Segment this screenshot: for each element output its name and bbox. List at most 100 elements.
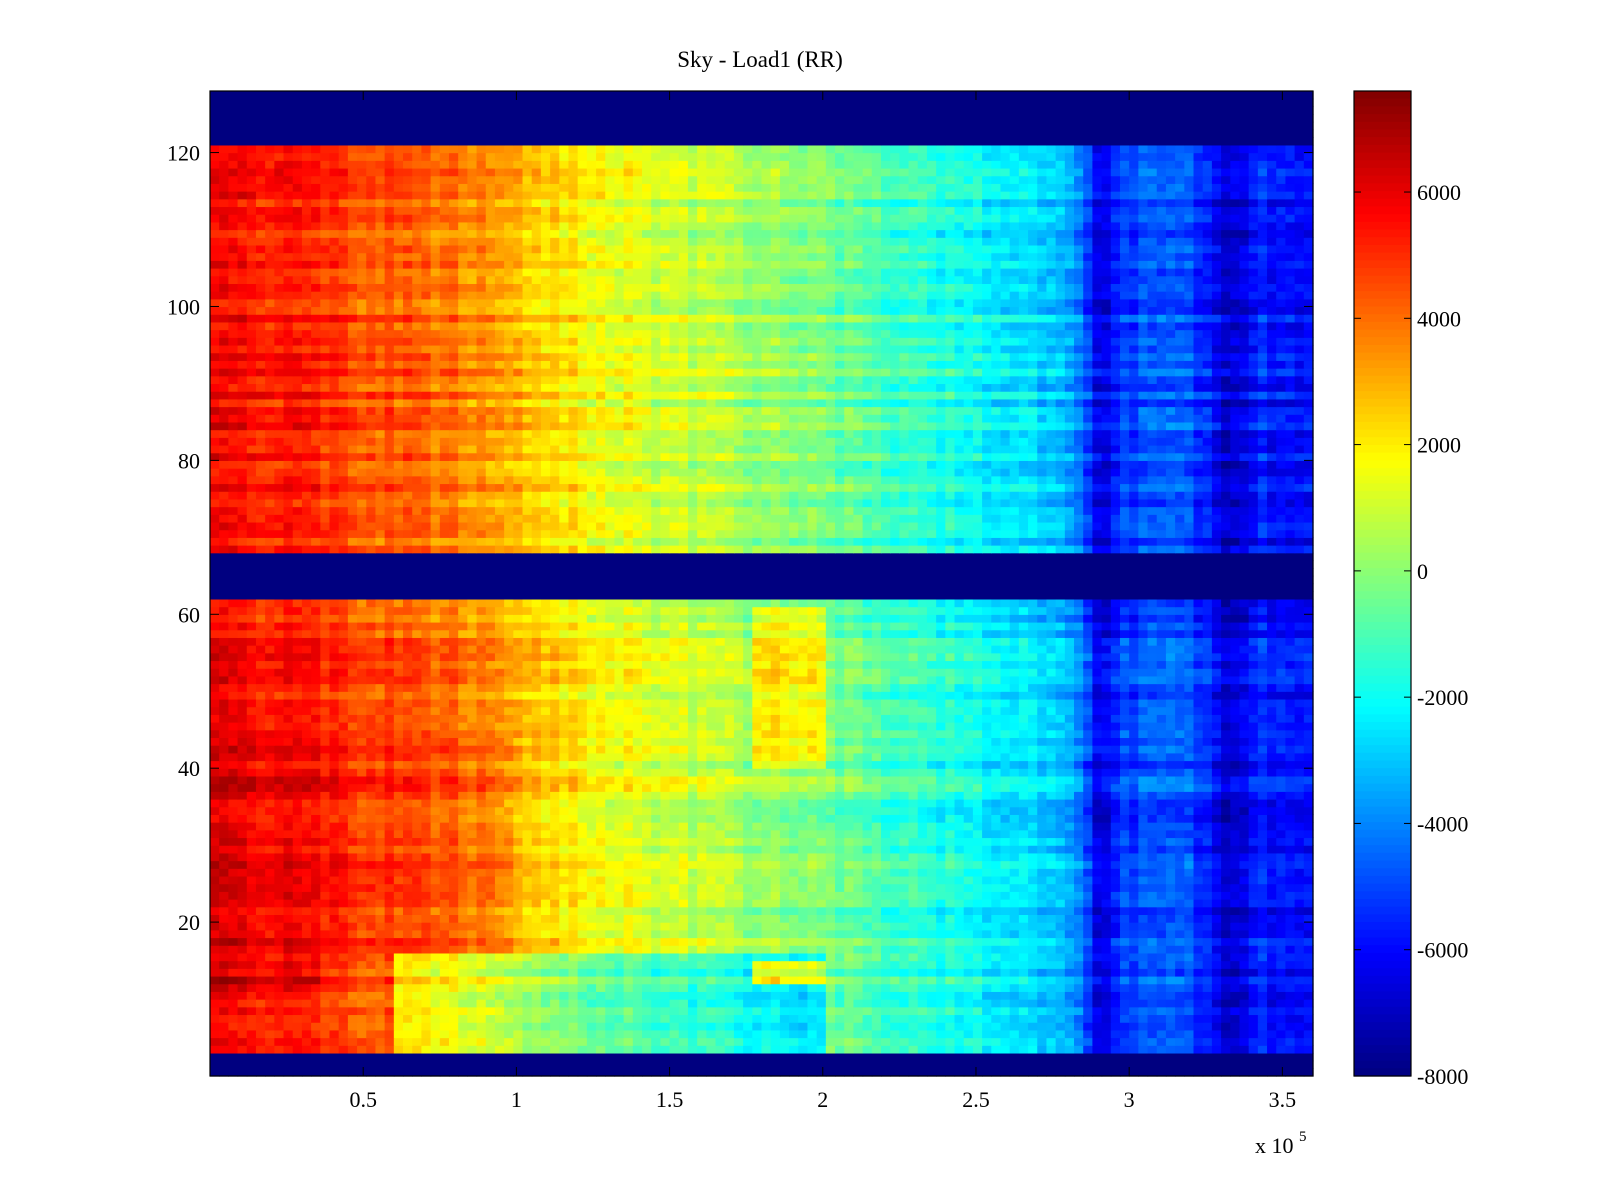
heatmap-cell	[825, 852, 836, 862]
heatmap-cell	[577, 791, 588, 800]
heatmap-cell	[936, 1060, 946, 1069]
heatmap-cell	[1092, 891, 1103, 900]
heatmap-cell	[522, 798, 533, 808]
heatmap-cell	[917, 837, 928, 846]
heatmap-cell	[1055, 829, 1066, 839]
heatmap-cell	[237, 837, 248, 846]
heatmap-cell	[246, 1052, 257, 1062]
heatmap-cell	[1184, 937, 1195, 946]
heatmap-cell	[393, 968, 404, 977]
heatmap-cell	[687, 891, 698, 900]
heatmap-cell	[274, 1052, 285, 1062]
heatmap-cell	[1303, 845, 1314, 854]
heatmap-cell	[1147, 1052, 1158, 1062]
heatmap-cell	[448, 814, 459, 823]
heatmap-cell	[292, 806, 303, 815]
heatmap-cell	[1138, 868, 1149, 877]
heatmap-cell	[880, 791, 891, 800]
heatmap-cell	[586, 791, 597, 800]
heatmap-cell	[1129, 922, 1139, 931]
heatmap-cell	[1184, 783, 1195, 792]
heatmap-cell	[1028, 845, 1038, 854]
heatmap-cell	[430, 829, 441, 839]
heatmap-cell	[1303, 1068, 1314, 1077]
heatmap-cell	[448, 883, 459, 892]
heatmap-cell	[1083, 1006, 1093, 1016]
heatmap-cell	[246, 837, 257, 846]
heatmap-cell	[550, 822, 560, 831]
heatmap-cell	[844, 883, 855, 892]
heatmap-cell	[1138, 822, 1149, 831]
heatmap-cell	[853, 999, 864, 1008]
heatmap-cell	[1230, 945, 1241, 954]
heatmap-cell	[513, 929, 524, 939]
heatmap-cell	[1276, 960, 1287, 969]
heatmap-cell	[623, 852, 634, 862]
heatmap-cell	[393, 929, 404, 939]
heatmap-cell	[320, 868, 331, 877]
heatmap-cell	[311, 1052, 321, 1062]
heatmap-cell	[1175, 929, 1185, 939]
heatmap-cell	[246, 860, 257, 869]
heatmap-cell	[1018, 906, 1029, 915]
heatmap-cell	[743, 875, 753, 885]
heatmap-cell	[890, 775, 900, 785]
heatmap-cell	[1037, 914, 1048, 923]
heatmap-cell	[1000, 1060, 1011, 1069]
heatmap-cell	[614, 891, 625, 900]
heatmap-cell	[1028, 891, 1038, 900]
heatmap-cell	[467, 829, 478, 839]
heatmap-cell	[550, 1014, 560, 1023]
heatmap-cell	[1101, 999, 1112, 1008]
heatmap-cell	[320, 1060, 331, 1069]
heatmap-cell	[596, 1068, 606, 1077]
heatmap-cell	[522, 960, 533, 969]
heatmap-cell	[540, 906, 551, 915]
heatmap-cell	[899, 1029, 910, 1039]
heatmap-cell	[936, 999, 946, 1008]
heatmap-cell	[522, 783, 533, 792]
heatmap-cell	[366, 891, 377, 900]
heatmap-cell	[871, 899, 882, 908]
heatmap-cell	[1147, 1006, 1158, 1016]
heatmap-cell	[568, 922, 579, 931]
heatmap-cell	[724, 760, 735, 769]
heatmap-cell	[494, 860, 505, 869]
heatmap-cell	[531, 1006, 542, 1016]
heatmap-cell	[228, 1060, 239, 1069]
heatmap-cell	[393, 752, 404, 762]
heatmap-cell	[458, 852, 468, 862]
heatmap-cell	[467, 1068, 478, 1077]
heatmap-cell	[228, 868, 239, 877]
heatmap-cell	[1193, 914, 1204, 923]
heatmap-cell	[347, 829, 358, 839]
heatmap-cell	[513, 752, 524, 762]
heatmap-cell	[1248, 1045, 1259, 1054]
heatmap-cell	[1267, 791, 1277, 800]
heatmap-cell	[1018, 822, 1029, 831]
heatmap-cell	[982, 868, 992, 877]
heatmap-cell	[219, 845, 229, 854]
heatmap-cell	[1009, 945, 1020, 954]
heatmap-cell	[1119, 983, 1130, 992]
heatmap-cell	[779, 760, 790, 769]
heatmap-cell	[669, 814, 680, 823]
heatmap-cell	[1211, 929, 1222, 939]
heatmap-cell	[1165, 952, 1176, 962]
heatmap-cell	[706, 922, 717, 931]
heatmap-cell	[301, 868, 312, 877]
heatmap-cell	[880, 960, 891, 969]
heatmap-cell	[1202, 991, 1213, 1000]
heatmap-cell	[1064, 937, 1075, 946]
heatmap-cell	[733, 852, 744, 862]
heatmap-cell	[586, 1006, 597, 1016]
heatmap-cell	[513, 852, 524, 862]
heatmap-cell	[954, 906, 965, 915]
heatmap-cell	[991, 929, 1002, 939]
heatmap-cell	[807, 798, 818, 808]
heatmap-cell	[338, 1029, 349, 1039]
heatmap-cell	[255, 883, 266, 892]
heatmap-cell	[632, 752, 643, 762]
heatmap-cell	[1285, 975, 1296, 985]
heatmap-cell	[724, 860, 735, 869]
